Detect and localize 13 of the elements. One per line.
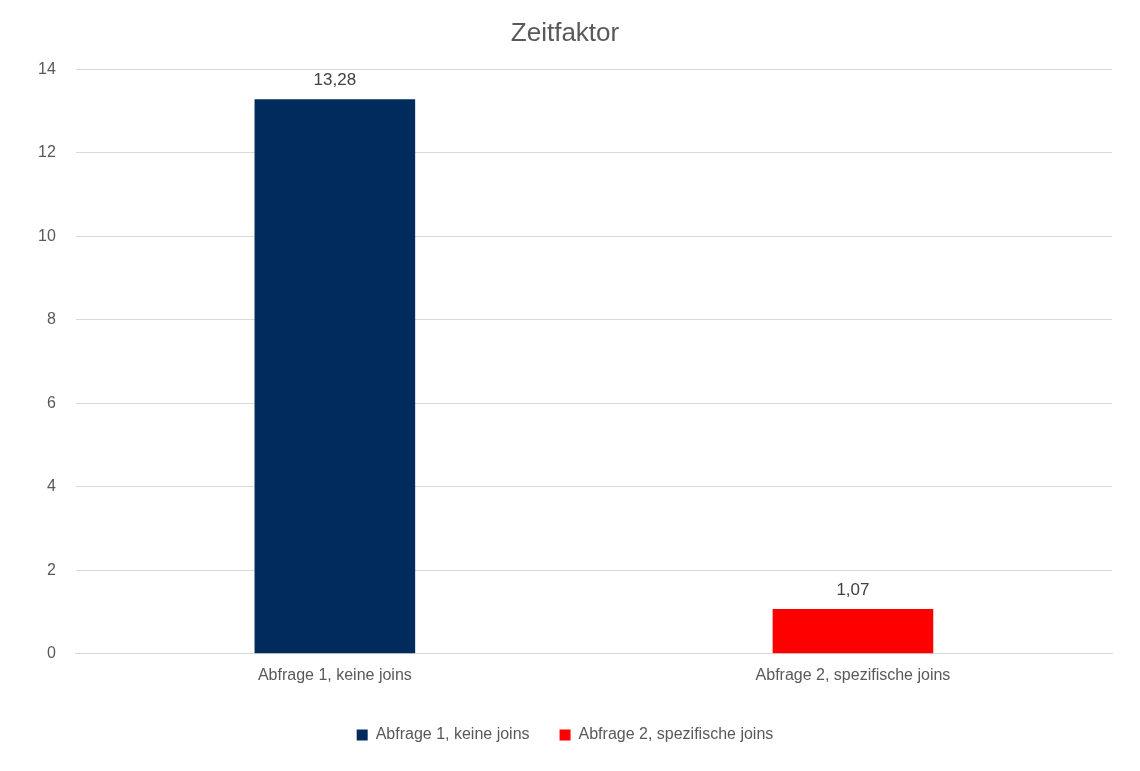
y-tick-label: 2 (46, 560, 56, 578)
data-label: 1,07 (836, 580, 870, 600)
y-tick-label: 6 (46, 393, 56, 411)
y-tick-label: 8 (46, 310, 56, 328)
y-tick-label: 12 (38, 143, 56, 161)
y-tick-label: 14 (38, 59, 56, 77)
data-label: 13,28 (313, 70, 357, 90)
chart-title: Zeitfaktor (510, 16, 620, 47)
y-tick-label: 0 (46, 644, 56, 662)
legend-label: Abfrage 2, spezifische joins (578, 725, 774, 743)
legend-label: Abfrage 1, keine joins (375, 725, 530, 743)
y-tick-label: 10 (38, 226, 56, 244)
y-tick-label: 4 (46, 477, 56, 495)
